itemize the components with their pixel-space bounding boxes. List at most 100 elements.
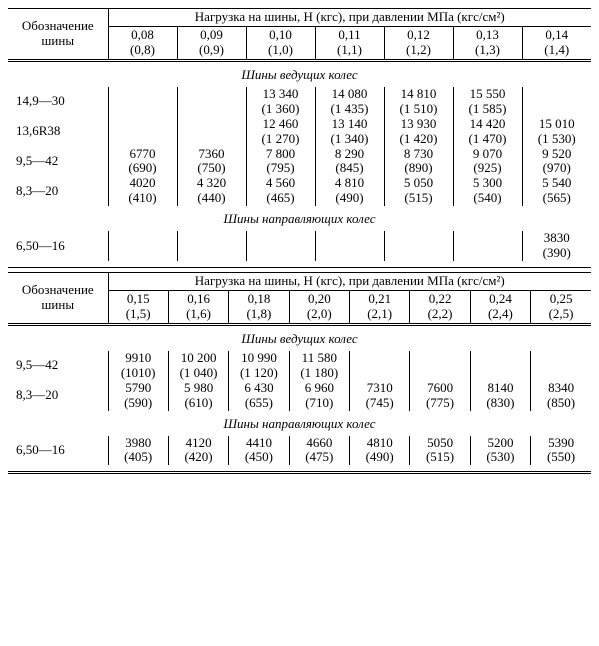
load-value-kgf	[350, 366, 410, 381]
pressure-kgf: (2,0)	[292, 307, 347, 322]
pressure-mpa: 0,21	[352, 292, 407, 307]
load-value-n: 4810	[350, 436, 410, 451]
load-value-kgf	[522, 102, 591, 117]
load-header: Нагрузка на шины, Н (кгс), при давлении …	[108, 273, 591, 291]
load-value-n: 7310	[350, 381, 410, 396]
load-value-n	[453, 231, 522, 246]
load-value-kgf: (490)	[350, 450, 410, 465]
load-value-kgf: (710)	[289, 396, 349, 411]
load-value-n: 8340	[531, 381, 591, 396]
pressure-mpa: 0,14	[525, 28, 590, 43]
load-value-kgf: (1010)	[108, 366, 168, 381]
pressure-kgf: (0,8)	[111, 43, 175, 58]
load-value-kgf: (1 470)	[453, 132, 522, 147]
pressure-mpa: 0,10	[249, 28, 313, 43]
pressure-mpa: 0,18	[231, 292, 286, 307]
pressure-kgf: (2,2)	[412, 307, 467, 322]
load-value-n	[315, 231, 384, 246]
pressure-col: 0,13(1,3)	[453, 26, 522, 60]
load-value-n	[410, 351, 470, 366]
pressure-col: 0,14(1,4)	[522, 26, 591, 60]
load-value-kgf: (1 360)	[246, 102, 315, 117]
load-value-n: 7360	[177, 147, 246, 162]
pressure-mpa: 0,25	[533, 292, 589, 307]
load-value-kgf: (1 510)	[384, 102, 453, 117]
section-heading: Шины направляющих колес	[8, 411, 591, 436]
pressure-kgf: (1,3)	[456, 43, 520, 58]
load-value-n: 3980	[108, 436, 168, 451]
load-value-n: 4120	[168, 436, 228, 451]
load-value-n: 15 010	[522, 117, 591, 132]
load-value-kgf: (565)	[522, 191, 591, 206]
load-value-kgf: (970)	[522, 161, 591, 176]
load-value-kgf	[246, 246, 315, 261]
load-value-kgf: (850)	[531, 396, 591, 411]
load-value-n	[177, 87, 246, 102]
load-value-kgf: (450)	[229, 450, 289, 465]
load-value-n: 7600	[410, 381, 470, 396]
load-value-kgf: (1 040)	[168, 366, 228, 381]
load-value-kgf	[410, 366, 470, 381]
load-value-n	[384, 231, 453, 246]
tire-designation: 6,50—16	[8, 436, 108, 466]
section-heading: Шины направляющих колес	[8, 206, 591, 231]
pressure-col: 0,10(1,0)	[246, 26, 315, 60]
load-value-kgf: (1 340)	[315, 132, 384, 147]
load-value-kgf: (775)	[410, 396, 470, 411]
load-value-n: 8 290	[315, 147, 384, 162]
load-value-n: 5200	[470, 436, 530, 451]
pressure-kgf: (2,5)	[533, 307, 589, 322]
pressure-mpa: 0,22	[412, 292, 467, 307]
pressure-mpa: 0,09	[180, 28, 244, 43]
load-value-kgf: (590)	[108, 396, 168, 411]
load-value-kgf: (830)	[470, 396, 530, 411]
load-value-kgf: (515)	[384, 191, 453, 206]
tire-load-table-bottom: Обозначение шины Нагрузка на шины, Н (кг…	[8, 272, 591, 474]
tire-designation: 8,3—20	[8, 381, 108, 411]
pressure-col: 0,08(0,8)	[108, 26, 177, 60]
load-value-n: 4 810	[315, 176, 384, 191]
row-header: Обозначение шины	[8, 273, 108, 325]
pressure-col: 0,18(1,8)	[229, 291, 289, 325]
load-value-kgf	[177, 102, 246, 117]
load-value-n: 8140	[470, 381, 530, 396]
tire-designation: 13,6R38	[8, 117, 108, 147]
load-value-n: 13 340	[246, 87, 315, 102]
pressure-mpa: 0,11	[318, 28, 382, 43]
load-value-n	[531, 351, 591, 366]
load-value-n: 3830	[522, 231, 591, 246]
load-value-kgf: (440)	[177, 191, 246, 206]
load-value-kgf: (745)	[350, 396, 410, 411]
load-value-kgf: (1 420)	[384, 132, 453, 147]
load-value-kgf: (1 435)	[315, 102, 384, 117]
load-value-kgf: (690)	[108, 161, 177, 176]
pressure-mpa: 0,15	[111, 292, 166, 307]
pressure-col: 0,09(0,9)	[177, 26, 246, 60]
load-value-n: 5 540	[522, 176, 591, 191]
tire-designation: 9,5—42	[8, 351, 108, 381]
load-value-n: 9 520	[522, 147, 591, 162]
pressure-mpa: 0,24	[473, 292, 528, 307]
load-value-kgf: (515)	[410, 450, 470, 465]
tire-designation: 8,3—20	[8, 176, 108, 206]
load-value-kgf: (1 120)	[229, 366, 289, 381]
load-value-kgf: (1 270)	[246, 132, 315, 147]
pressure-kgf: (1,1)	[318, 43, 382, 58]
load-value-n	[470, 351, 530, 366]
load-value-n: 12 460	[246, 117, 315, 132]
load-value-kgf: (845)	[315, 161, 384, 176]
load-value-n: 5 300	[453, 176, 522, 191]
load-value-n: 10 990	[229, 351, 289, 366]
pressure-col: 0,22(2,2)	[410, 291, 470, 325]
load-value-n: 4 320	[177, 176, 246, 191]
load-header: Нагрузка на шины, Н (кгс), при давлении …	[108, 9, 591, 27]
load-value-kgf: (465)	[246, 191, 315, 206]
pressure-kgf: (1,4)	[525, 43, 590, 58]
load-value-n: 4660	[289, 436, 349, 451]
load-value-kgf: (795)	[246, 161, 315, 176]
load-value-n: 8 730	[384, 147, 453, 162]
load-value-n	[108, 117, 177, 132]
load-value-n: 11 580	[289, 351, 349, 366]
load-value-kgf	[108, 102, 177, 117]
load-value-kgf: (655)	[229, 396, 289, 411]
